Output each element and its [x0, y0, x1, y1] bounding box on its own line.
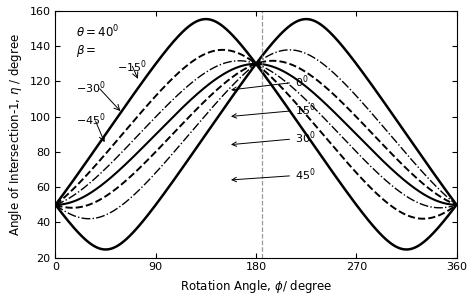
- Text: $-45^0$: $-45^0$: [75, 111, 106, 128]
- Y-axis label: Angle of Intersection-1, $\eta$ / degree: Angle of Intersection-1, $\eta$ / degree: [7, 33, 24, 236]
- X-axis label: Rotation Angle, $\phi$/ degree: Rotation Angle, $\phi$/ degree: [180, 278, 332, 295]
- Text: $30^0$: $30^0$: [232, 130, 316, 146]
- Text: $0^0$: $0^0$: [232, 73, 309, 92]
- Text: $\theta = 40^0$: $\theta = 40^0$: [75, 23, 119, 40]
- Text: $15^0$: $15^0$: [232, 101, 316, 118]
- Text: $45^0$: $45^0$: [232, 166, 316, 183]
- Text: $-15^0$: $-15^0$: [117, 59, 147, 75]
- Text: $\beta =$: $\beta =$: [75, 43, 96, 59]
- Text: $-30^0$: $-30^0$: [75, 80, 106, 96]
